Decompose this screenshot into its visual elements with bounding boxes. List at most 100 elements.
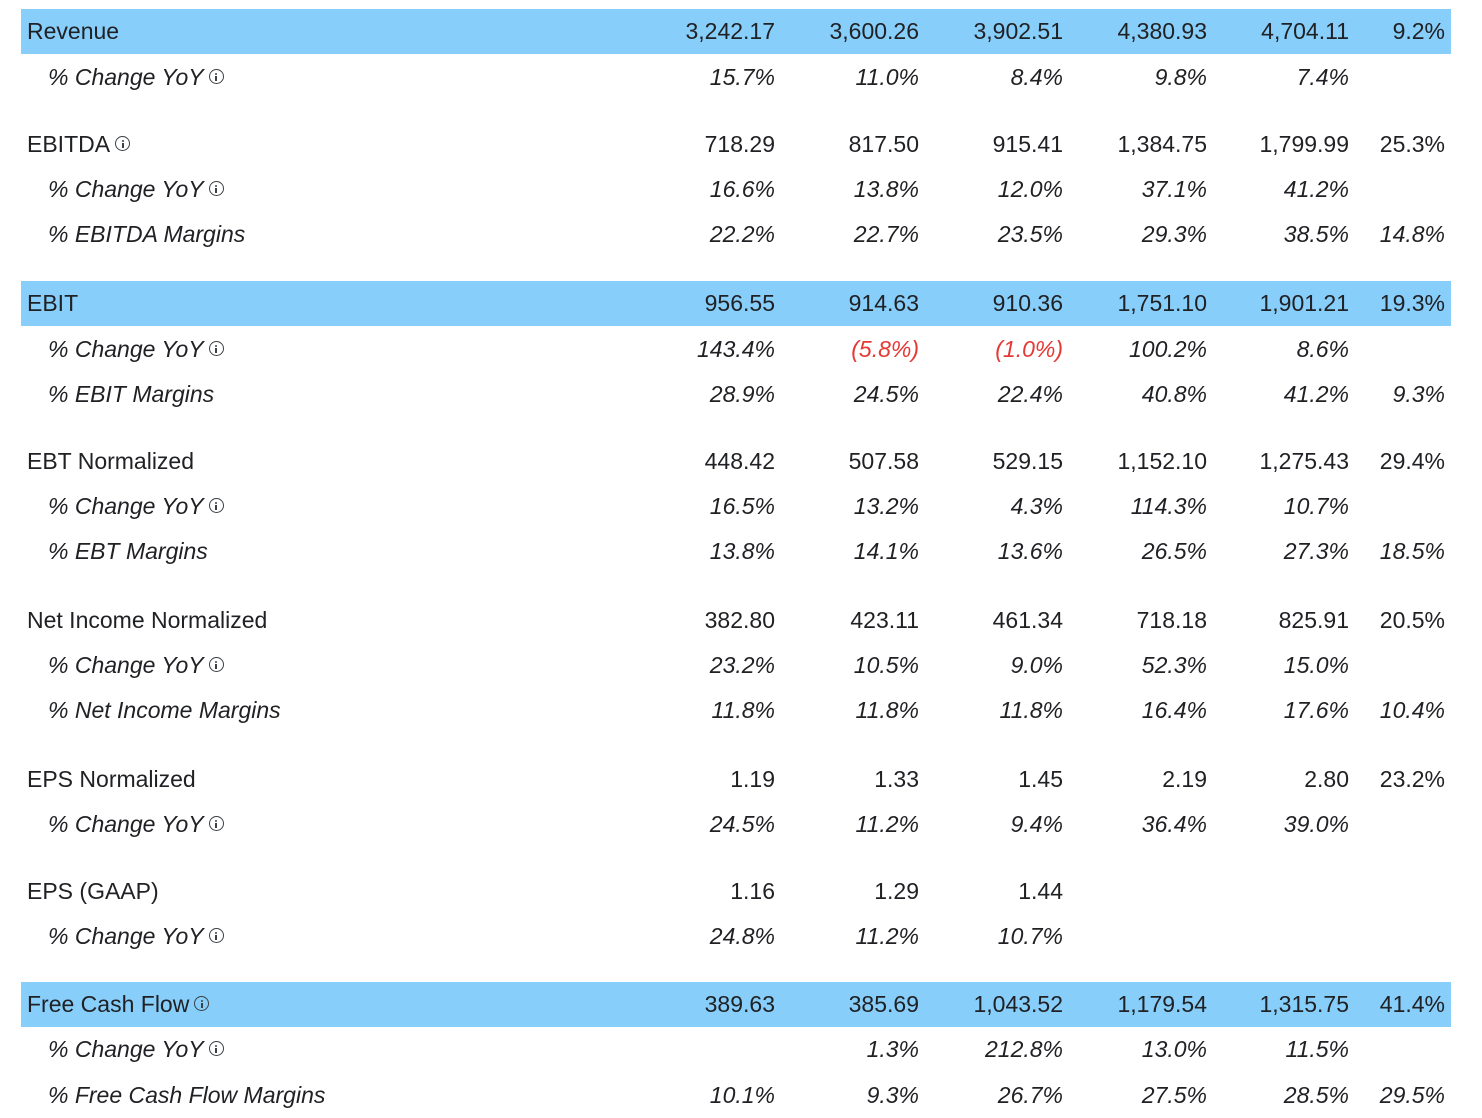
info-icon[interactable] — [208, 928, 224, 944]
value-cell: 11.5% — [1285, 1036, 1349, 1062]
row-label-text: % EBIT Margins — [48, 381, 215, 407]
value-cell: 1,799.99 — [1259, 131, 1349, 157]
value-cell: 11.2% — [855, 923, 919, 949]
row-net-income-yoy: % Change YoY 23.2% 10.5% 9.0% 52.3% 15.0% — [21, 643, 1451, 688]
info-icon[interactable] — [208, 181, 224, 197]
value-cell: 41.2% — [1283, 176, 1349, 202]
row-ebitda: EBITDA 718.29 817.50 915.41 1,384.75 1,799.99… — [21, 122, 1451, 167]
row-eps-normalized-yoy: % Change YoY 24.5% 11.2% 9.4% 36.4% 39.0% — [21, 802, 1451, 847]
value-cell: 15.7% — [709, 64, 775, 90]
value-cell: 23.5% — [997, 221, 1063, 247]
value-cell: 2.80 — [1304, 766, 1349, 792]
row-label-text: Revenue — [27, 18, 120, 44]
row-ebt-yoy: % Change YoY 16.5% 13.2% 4.3% 114.3% 10.7% — [21, 484, 1451, 529]
value-cell: 10.7% — [997, 923, 1063, 949]
row-label: % Change YoY — [48, 167, 224, 212]
value-cell: 1.19 — [730, 766, 775, 792]
value-cell: 13.8% — [709, 538, 775, 564]
row-label: Revenue — [27, 9, 119, 54]
value-cell: 3,902.51 — [973, 18, 1063, 44]
value-cell: 385.69 — [848, 991, 919, 1017]
value-cell: 11.8% — [999, 697, 1063, 723]
value-cell: 143.4% — [696, 336, 775, 362]
row-label-text: % Change YoY — [48, 811, 204, 837]
row-ebitda-yoy: % Change YoY 16.6% 13.8% 12.0% 37.1% 41.2% — [21, 167, 1451, 212]
row-label: % Change YoY — [48, 914, 224, 959]
value-cell: 13.6% — [997, 538, 1063, 564]
value-cell: 10.5% — [853, 652, 919, 678]
value-cell: 1,275.43 — [1259, 448, 1349, 474]
value-cell: 12.0% — [997, 176, 1063, 202]
value-cell: 718.18 — [1136, 607, 1207, 633]
value-cell: 40.8% — [1141, 381, 1207, 407]
value-cell: 448.42 — [704, 448, 775, 474]
value-cell: 3,242.17 — [685, 18, 775, 44]
row-label: EPS Normalized — [27, 757, 196, 802]
row-label-text: % EBITDA Margins — [48, 221, 246, 247]
value-cell: 23.2% — [709, 652, 775, 678]
row-label-text: % Change YoY — [48, 336, 204, 362]
row-free-cash-flow: Free Cash Flow 389.63 385.69 1,043.52 1,179.… — [21, 982, 1451, 1027]
value-cell: 1.29 — [874, 878, 919, 904]
value-cell: 13.0% — [1141, 1036, 1207, 1062]
value-cell: 16.4% — [1141, 697, 1207, 723]
value-cell: 1,179.54 — [1117, 991, 1207, 1017]
value-cell: 915.41 — [992, 131, 1063, 157]
value-cell: 461.34 — [992, 607, 1063, 633]
value-cell: 17.6% — [1283, 697, 1349, 723]
info-icon[interactable] — [208, 341, 224, 357]
value-cell: 41.2% — [1283, 381, 1349, 407]
info-icon[interactable] — [115, 136, 131, 152]
value-cell: 1,751.10 — [1117, 290, 1207, 316]
value-cell: 8.4% — [1010, 64, 1063, 90]
value-cell: 37.1% — [1141, 176, 1207, 202]
value-cell: 389.63 — [704, 991, 775, 1017]
value-cell: 16.5% — [709, 493, 775, 519]
value-cell: 100.2% — [1128, 336, 1207, 362]
row-label: % Change YoY — [48, 327, 224, 372]
value-cell: 38.5% — [1283, 221, 1349, 247]
value-cell: 14.1% — [853, 538, 919, 564]
row-label: EBITDA — [27, 122, 131, 167]
info-icon[interactable] — [208, 1041, 224, 1057]
info-icon[interactable] — [194, 996, 210, 1012]
value-cell: 956.55 — [704, 290, 775, 316]
value-cell: 7.4% — [1296, 64, 1349, 90]
info-icon[interactable] — [208, 69, 224, 85]
row-label: Free Cash Flow — [27, 982, 210, 1027]
value-cell: 11.2% — [855, 811, 919, 837]
info-icon[interactable] — [208, 498, 224, 514]
row-label-text: % Change YoY — [48, 176, 204, 202]
value-cell: 11.0% — [855, 64, 919, 90]
value-cell: 28.9% — [709, 381, 775, 407]
value-cell: 10.1% — [709, 1082, 775, 1108]
row-label-text: % Free Cash Flow Margins — [48, 1082, 326, 1108]
row-label: EBIT — [27, 281, 78, 326]
row-ebt-normalized: EBT Normalized 448.42 507.58 529.15 1,152.10… — [21, 439, 1451, 484]
row-label-text: % Change YoY — [48, 652, 204, 678]
row-ebit-yoy: % Change YoY 143.4% (5.8%) (1.0%) 100.2% 8.6% — [21, 327, 1451, 372]
cagr-cell: 20.5% — [1379, 607, 1445, 633]
value-cell: 1.33 — [874, 766, 919, 792]
row-label-text: % Change YoY — [48, 493, 204, 519]
row-label-text: EBITDA — [27, 131, 111, 157]
value-cell: 1.44 — [1018, 878, 1063, 904]
row-label-text: % Change YoY — [48, 1036, 204, 1062]
value-cell: 28.5% — [1283, 1082, 1349, 1108]
info-icon[interactable] — [208, 657, 224, 673]
value-cell: 825.91 — [1278, 607, 1349, 633]
value-cell: 13.8% — [853, 176, 919, 202]
value-cell: 4,704.11 — [1261, 18, 1349, 44]
cagr-cell: 10.4% — [1379, 697, 1445, 723]
cagr-cell: 23.2% — [1379, 766, 1445, 792]
value-cell: (1.0%) — [995, 336, 1063, 362]
value-cell: 27.3% — [1283, 538, 1349, 564]
row-eps-gaap: EPS (GAAP) 1.16 1.29 1.44 — [21, 869, 1451, 914]
info-icon[interactable] — [208, 816, 224, 832]
value-cell: 16.6% — [709, 176, 775, 202]
row-net-income-margins: % Net Income Margins 11.8% 11.8% 11.8% 16.4%… — [21, 688, 1451, 733]
value-cell: 4,380.93 — [1117, 18, 1207, 44]
value-cell: 212.8% — [984, 1036, 1063, 1062]
row-eps-gaap-yoy: % Change YoY 24.8% 11.2% 10.7% — [21, 914, 1451, 959]
value-cell: 1.3% — [866, 1036, 919, 1062]
